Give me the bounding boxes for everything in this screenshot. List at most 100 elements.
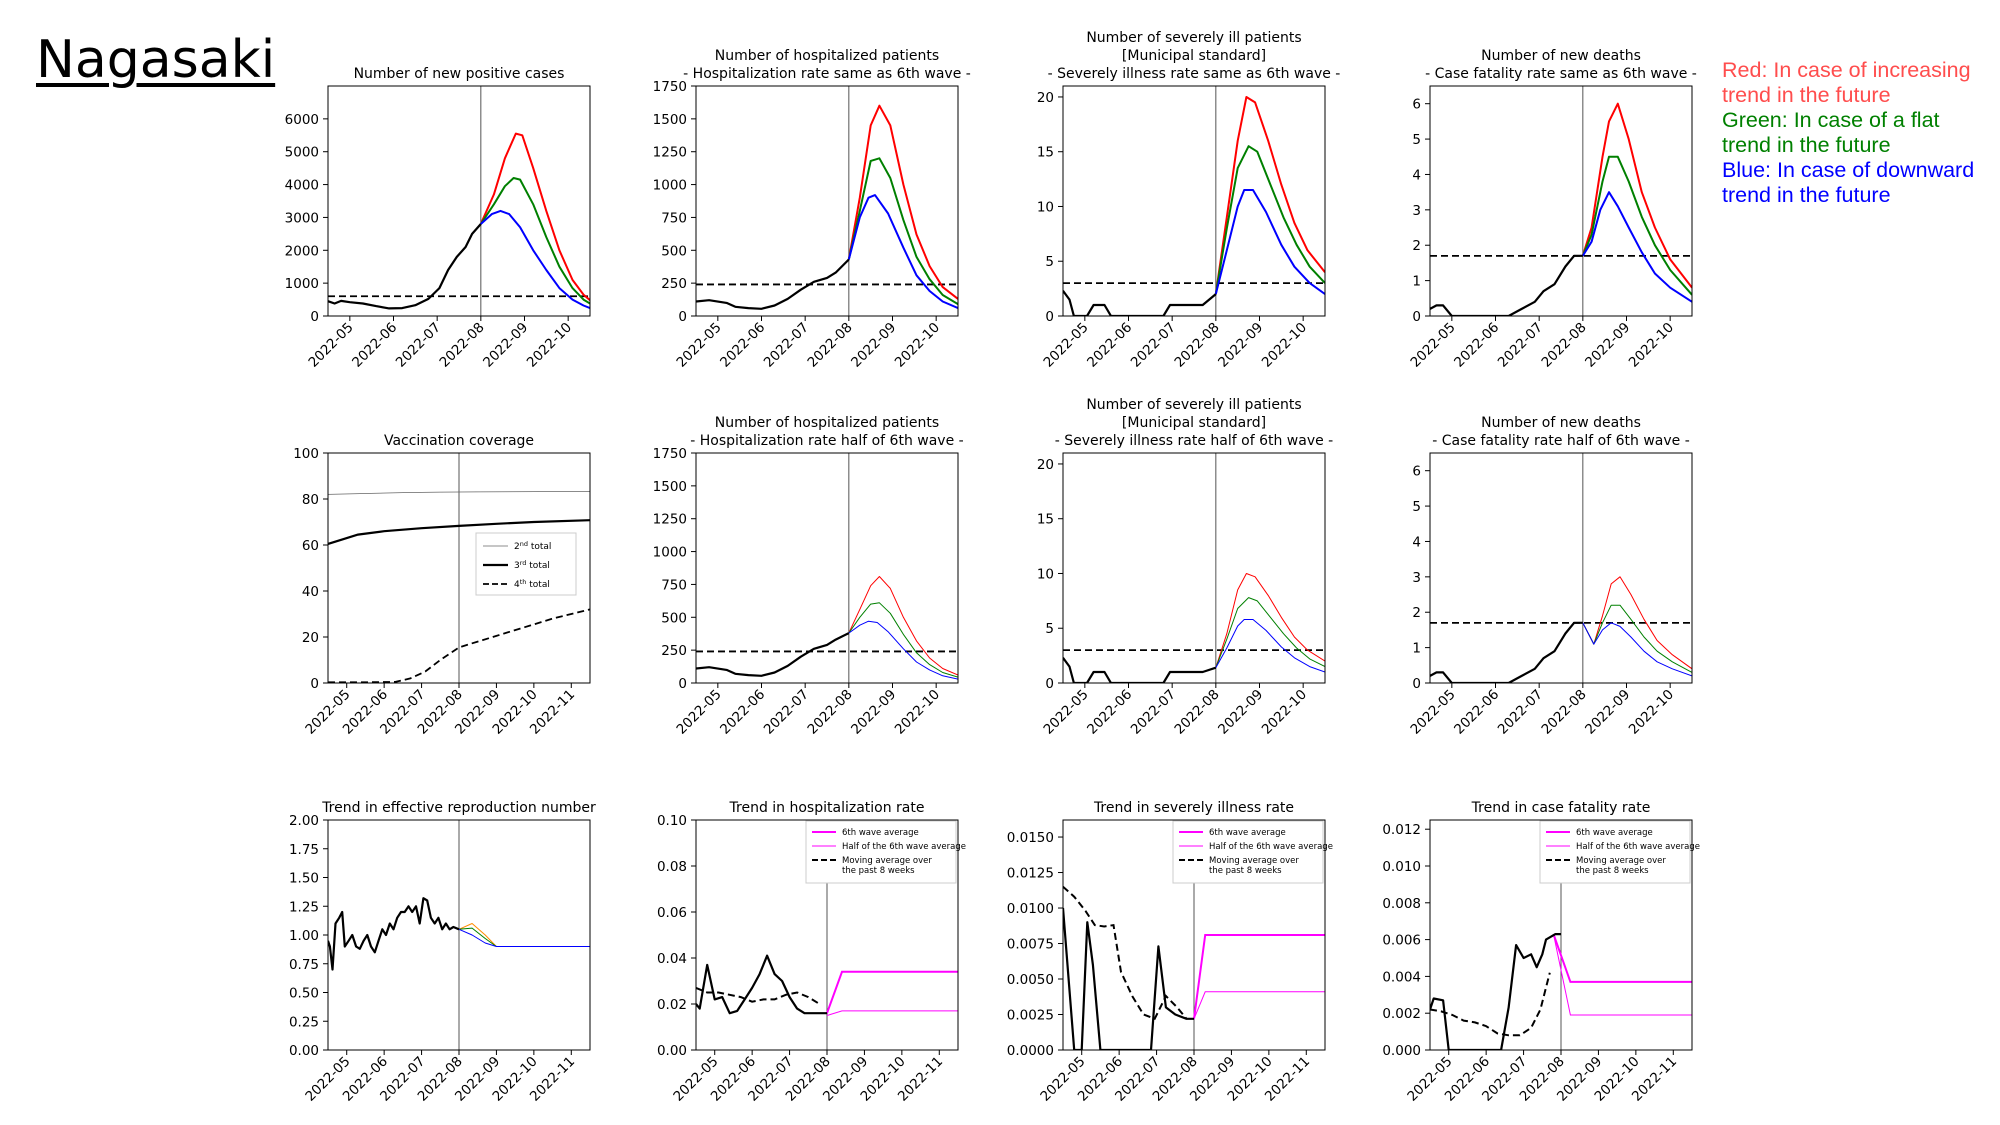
- y-tick-label: 0.0125: [1007, 866, 1054, 882]
- y-tick-label: 20: [1037, 457, 1054, 473]
- y-tick-label: 0.0150: [1007, 830, 1054, 846]
- y-tick-label: 0.00: [289, 1043, 319, 1059]
- projection-flat-line: [458, 927, 590, 947]
- legend-note-red: Red: In case of increasing trend in the …: [1722, 58, 1971, 107]
- y-tick-label: 10: [1037, 566, 1054, 582]
- y-tick-label: 1500: [653, 112, 687, 128]
- y-tick-label: 250: [661, 643, 687, 659]
- plot-area: [696, 86, 958, 316]
- x-tick-label: 2022-07: [761, 320, 812, 371]
- x-tick-label: 2022-07: [393, 320, 444, 371]
- y-tick-label: 1.50: [289, 871, 319, 887]
- x-tick-label: 2022-08: [1171, 320, 1222, 371]
- x-tick-label: 2022-06: [1451, 687, 1502, 738]
- y-tick-label: 1750: [653, 446, 687, 462]
- legend-note-green: Green: In case of a flat trend in the fu…: [1722, 108, 1940, 157]
- x-tick-label: 2022-07: [1495, 320, 1546, 371]
- y-tick-label: 2.00: [289, 813, 319, 829]
- chart-title: Number of hospitalized patients: [715, 415, 939, 431]
- y-tick-label: 80: [302, 492, 319, 508]
- projection-increase-line: [848, 576, 958, 676]
- x-tick-label: 2022-10: [1626, 687, 1677, 738]
- y-tick-label: 15: [1037, 512, 1054, 528]
- x-tick-label: 2022-05: [1407, 687, 1458, 738]
- x-tick-label: 2022-06: [349, 320, 400, 371]
- y-tick-label: 4: [1412, 167, 1421, 183]
- y-tick-label: 2: [1412, 238, 1421, 254]
- x-tick-label: 2022-09: [1215, 687, 1266, 738]
- plot-area: [1063, 453, 1325, 683]
- plot-area: [1430, 86, 1692, 316]
- y-tick-label: 250: [661, 276, 687, 292]
- y-tick-label: 1750: [653, 79, 687, 95]
- observed-line: [696, 954, 827, 1015]
- projection-flat-line: [847, 157, 958, 306]
- vaccination-line: [328, 519, 590, 545]
- chart-title: - Hospitalization rate same as 6th wave …: [683, 66, 971, 82]
- y-tick-label: 0: [1045, 309, 1054, 325]
- x-tick-label: 2022-10: [892, 687, 943, 738]
- chart-severehalf: Number of severely ill patients [Municipa…: [1037, 397, 1333, 738]
- x-tick-label: 2022-06: [1451, 320, 1502, 371]
- legend-label: Half of the 6th wave average: [1576, 842, 1700, 852]
- legend-label: the past 8 weeks: [1576, 866, 1649, 876]
- x-tick-label: 2022-05: [1040, 687, 1091, 738]
- y-tick-label: 1000: [653, 545, 687, 561]
- x-tick-label: 2022-08: [436, 320, 487, 371]
- observed-line: [1430, 254, 1583, 316]
- x-tick-label: 2022-08: [1538, 320, 1589, 371]
- y-tick-label: 1.25: [289, 899, 319, 915]
- projection-flat-line: [1214, 145, 1325, 295]
- plot-area: [1430, 820, 1692, 1050]
- y-tick-label: 1.00: [289, 928, 319, 944]
- y-tick-label: 2: [1412, 605, 1421, 621]
- projection-decrease-line: [1581, 191, 1692, 303]
- legend-label: the past 8 weeks: [1209, 866, 1282, 876]
- observed-line: [328, 897, 460, 971]
- projection-increase-line: [1215, 573, 1325, 668]
- observed-line: [1430, 933, 1561, 1050]
- y-tick-label: 0.006: [1382, 933, 1421, 949]
- x-tick-label: 2022-09: [848, 320, 899, 371]
- legend-note-blue: Blue: In case of downward trend in the f…: [1722, 158, 1975, 207]
- chart-hosphalf: Number of hospitalized patients - Hospita…: [653, 415, 964, 738]
- y-tick-label: 500: [661, 610, 687, 626]
- chart-title: Number of new positive cases: [354, 66, 565, 82]
- page-title: Nagasaki: [36, 30, 276, 90]
- y-tick-label: 5000: [285, 145, 319, 161]
- y-tick-label: 0.002: [1382, 1006, 1421, 1022]
- plot-area: [1063, 820, 1325, 1050]
- observed-line: [696, 258, 850, 310]
- projection-flat-line: [479, 177, 590, 305]
- y-tick-label: 0: [1412, 309, 1421, 325]
- plot-frame: [327, 452, 591, 684]
- y-tick-label: 0.0075: [1007, 937, 1054, 953]
- y-tick-label: 0: [1045, 676, 1054, 692]
- legend-label: 4th total: [514, 578, 550, 590]
- y-tick-label: 5: [1045, 621, 1054, 637]
- y-tick-label: 1: [1412, 641, 1421, 657]
- y-tick-label: 10: [1037, 199, 1054, 215]
- projection-flat-line: [1581, 155, 1692, 296]
- y-tick-label: 3000: [285, 210, 319, 226]
- chart-deaths6: Number of new deaths - Case fatality rate…: [1407, 48, 1696, 371]
- plot-frame: [1429, 452, 1693, 684]
- y-tick-label: 60: [302, 538, 319, 554]
- chart-title: - Hospitalization rate half of 6th wave …: [690, 433, 963, 449]
- x-tick-label: 2022-08: [804, 687, 855, 738]
- x-tick-label: 2022-10: [524, 320, 575, 371]
- plot-frame: [327, 85, 591, 317]
- y-tick-label: 20: [1037, 90, 1054, 106]
- y-tick-label: 0: [678, 676, 687, 692]
- chart-title: Number of severely ill patients: [1086, 397, 1301, 413]
- plot-area: [1063, 86, 1325, 316]
- observed-line: [1063, 657, 1217, 683]
- x-tick-label: 2022-06: [717, 687, 768, 738]
- x-tick-label: 2022-07: [761, 687, 812, 738]
- chart-severe6: Number of severely ill patients [Municipa…: [1037, 30, 1341, 371]
- y-tick-label: 1500: [653, 479, 687, 495]
- chart-title: Number of hospitalized patients: [715, 48, 939, 64]
- plot-frame: [1062, 819, 1326, 1051]
- x-tick-label: 2022-09: [1582, 687, 1633, 738]
